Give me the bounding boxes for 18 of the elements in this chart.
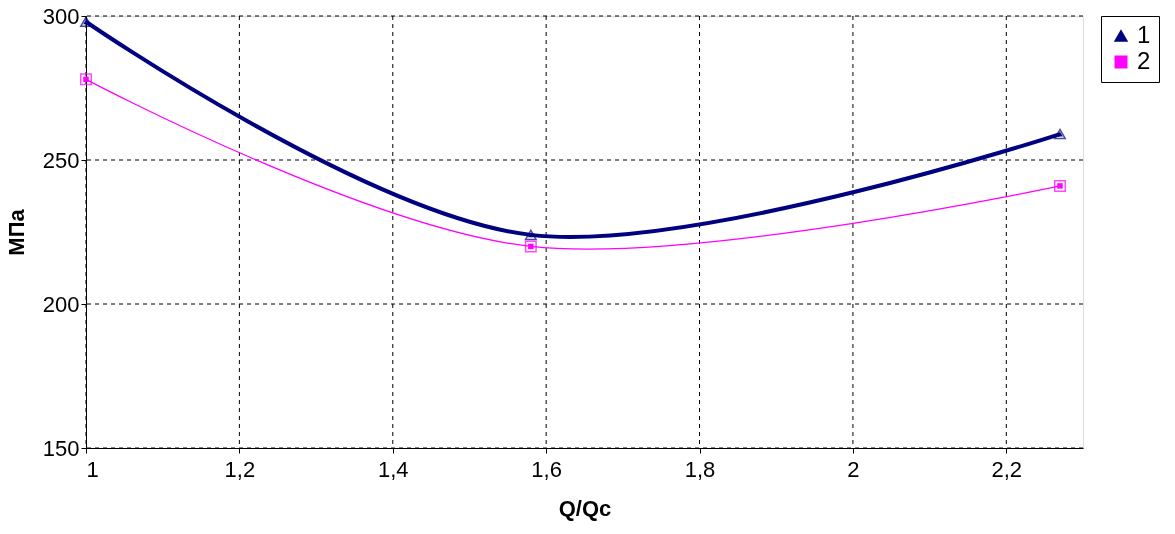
y-tick-label: 300	[42, 3, 80, 29]
x-tick-label: 2,2	[991, 456, 1023, 482]
y-tick-label: 150	[42, 435, 80, 461]
point	[524, 229, 537, 241]
x-tick-label: 1,4	[377, 456, 409, 482]
x-tick-label: 1,2	[224, 456, 256, 482]
x-tick-label: 1	[86, 456, 99, 482]
point	[524, 240, 537, 253]
x-tick-label: 2	[847, 456, 860, 482]
legend-label: 1	[1137, 21, 1151, 48]
point	[1054, 179, 1066, 192]
x-axis-title: Q/Qc	[558, 495, 612, 521]
x-tick-label: 1,6	[531, 456, 562, 482]
x-tick-label: 1,8	[684, 456, 716, 482]
y-tick-label: 200	[42, 291, 80, 317]
y-axis-title: МПа	[3, 208, 29, 256]
y-tick-label: 250	[42, 147, 80, 173]
legend-label: 2	[1137, 47, 1151, 74]
